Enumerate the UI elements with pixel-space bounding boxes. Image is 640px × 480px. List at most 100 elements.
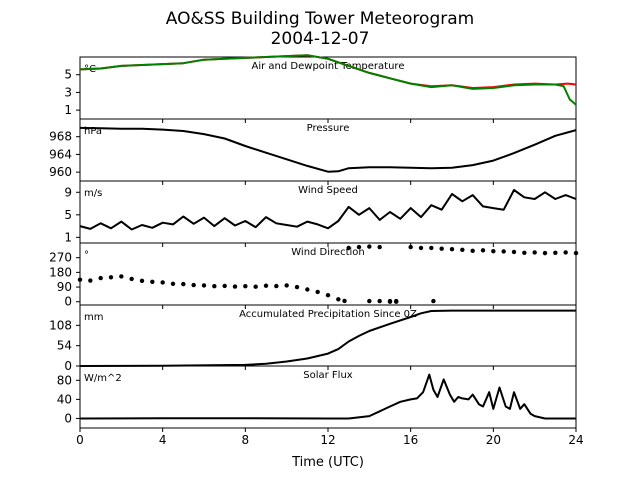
- data-point: [108, 275, 114, 280]
- data-point: [553, 250, 558, 255]
- unit-label: mm: [84, 312, 103, 323]
- y-tick-label: 5: [64, 208, 72, 222]
- data-point: [284, 283, 289, 288]
- y-tick-label: 80: [57, 373, 72, 387]
- y-tick-label: 9: [64, 185, 72, 199]
- data-point: [305, 287, 310, 292]
- data-point: [325, 293, 331, 298]
- data-point: [129, 276, 134, 282]
- x-tick-label: 12: [320, 433, 335, 447]
- data-point: [429, 245, 434, 251]
- data-point: [356, 244, 362, 250]
- y-tick-label: 40: [57, 392, 72, 406]
- data-point: [222, 283, 227, 289]
- unit-label: m/s: [84, 188, 102, 199]
- y-tick-label: 270: [49, 251, 72, 265]
- panels-group: Air and Dewpoint Temperature°C135Pressur…: [49, 54, 579, 432]
- data-point: [377, 244, 382, 250]
- data-point: [431, 298, 436, 304]
- data-point: [563, 250, 568, 255]
- x-tick-label: 20: [486, 433, 501, 447]
- panel-5: Solar Flux W/m^2 0 40 80: [57, 365, 577, 432]
- y-tick-label: 1: [64, 103, 72, 117]
- data-point: [387, 298, 393, 304]
- data-point: [150, 279, 155, 285]
- panel-title: Solar Flux: [303, 370, 353, 381]
- panel-title: Wind Speed: [298, 185, 358, 196]
- data-point: [170, 281, 176, 286]
- y-tick-label: 1: [64, 230, 72, 244]
- y-tick-label: 5: [64, 68, 72, 82]
- data-point: [342, 298, 347, 304]
- data-point: [243, 284, 248, 289]
- series-line-1: [79, 54, 577, 106]
- figure-title: AO&SS Building Tower Meteorogram: [166, 9, 474, 29]
- data-point: [522, 250, 527, 255]
- data-point: [315, 289, 320, 295]
- data-point: [212, 284, 217, 289]
- data-point: [532, 250, 537, 255]
- x-tick-label: 4: [159, 433, 167, 447]
- panel-title: Air and Dewpoint Temperature: [252, 61, 405, 72]
- data-point: [294, 284, 300, 290]
- data-point: [346, 245, 351, 251]
- data-point: [119, 274, 124, 279]
- panel-2: Wind Speed m/s 1 5 9: [64, 180, 577, 247]
- series-line-0: [79, 309, 576, 367]
- data-point: [181, 281, 186, 287]
- data-point: [367, 298, 372, 304]
- data-point: [470, 248, 475, 254]
- data-point: [480, 248, 486, 253]
- data-point: [98, 275, 103, 281]
- y-tick-label: 54: [57, 339, 72, 353]
- panel-title: Wind Direction: [291, 247, 365, 258]
- data-point: [501, 249, 506, 254]
- unit-label: W/m^2: [84, 373, 122, 384]
- y-tick-label: 90: [57, 280, 72, 294]
- data-point: [460, 247, 465, 253]
- y-tick-label: 108: [49, 318, 72, 332]
- y-tick-label: 3: [64, 85, 72, 99]
- data-point: [491, 248, 496, 254]
- y-tick-label: 0: [64, 411, 72, 425]
- panel-title: Accumulated Precipitation Since 0Z: [239, 309, 417, 320]
- data-point: [77, 277, 83, 282]
- data-point: [191, 282, 196, 288]
- x-tick-label: 16: [403, 433, 418, 447]
- data-point: [367, 244, 372, 249]
- x-tick-label: 24: [568, 433, 583, 447]
- data-point: [274, 283, 279, 289]
- data-point: [511, 249, 517, 255]
- data-point: [263, 283, 269, 288]
- y-tick-label: 0: [64, 295, 72, 309]
- figure-subtitle: 2004-12-07: [271, 29, 370, 49]
- panel-1: Pressure hPa 960 964 968: [49, 118, 577, 185]
- x-axis-label: Time (UTC): [291, 455, 364, 470]
- y-tick-label: 0: [64, 359, 72, 373]
- x-axis: 0 4 8 12 16 20 24: [76, 433, 583, 447]
- data-point: [160, 280, 165, 285]
- data-point: [542, 250, 548, 256]
- data-point: [232, 284, 238, 289]
- unit-label: hPa: [84, 126, 102, 137]
- y-tick-label: 960: [49, 165, 72, 179]
- data-point: [377, 298, 382, 304]
- data-point: [573, 250, 579, 256]
- unit-label: °: [84, 250, 89, 261]
- panel-title: Pressure: [307, 123, 350, 134]
- data-point: [408, 244, 413, 250]
- x-tick-label: 8: [242, 433, 250, 447]
- data-point: [88, 278, 93, 283]
- data-point: [139, 278, 145, 284]
- y-tick-label: 964: [49, 147, 72, 161]
- data-point: [201, 283, 207, 288]
- y-tick-label: 968: [49, 130, 72, 144]
- series-line-0: [79, 126, 577, 173]
- data-point: [439, 246, 444, 251]
- panel-4: Accumulated Precipitation Since 0Z mm 0 54 1…: [49, 304, 577, 373]
- data-point: [449, 247, 455, 252]
- data-point: [394, 298, 399, 304]
- x-tick-label: 0: [76, 433, 84, 447]
